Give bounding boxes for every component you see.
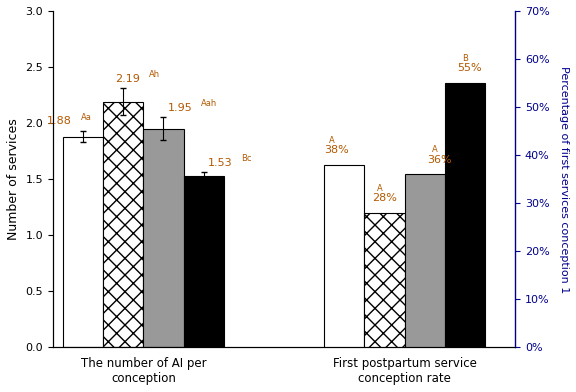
Text: A: A — [431, 145, 437, 154]
Text: 38%: 38% — [324, 145, 349, 155]
Bar — [143, 129, 184, 347]
Text: 28%: 28% — [373, 193, 397, 203]
Text: 36%: 36% — [427, 155, 452, 165]
Text: Ah: Ah — [149, 70, 160, 79]
Bar — [445, 83, 485, 347]
Text: B: B — [462, 54, 468, 63]
Bar — [63, 136, 103, 347]
Bar — [365, 213, 404, 347]
Bar — [324, 165, 365, 347]
Text: Aa: Aa — [81, 113, 92, 122]
Text: A: A — [329, 136, 335, 145]
Bar — [103, 102, 143, 347]
Bar — [404, 174, 445, 347]
Y-axis label: Percentage of first services conception 1: Percentage of first services conception … — [559, 65, 569, 293]
Text: 1.95: 1.95 — [168, 103, 192, 113]
Y-axis label: Number of services: Number of services — [7, 118, 20, 240]
Text: Aah: Aah — [201, 100, 218, 109]
Text: 2.19: 2.19 — [115, 74, 140, 84]
Text: Bc: Bc — [241, 154, 252, 163]
Text: 1.53: 1.53 — [208, 158, 232, 168]
Text: A: A — [377, 183, 383, 192]
Text: 1.88: 1.88 — [47, 116, 72, 127]
Text: 55%: 55% — [457, 64, 482, 73]
Bar — [184, 176, 223, 347]
